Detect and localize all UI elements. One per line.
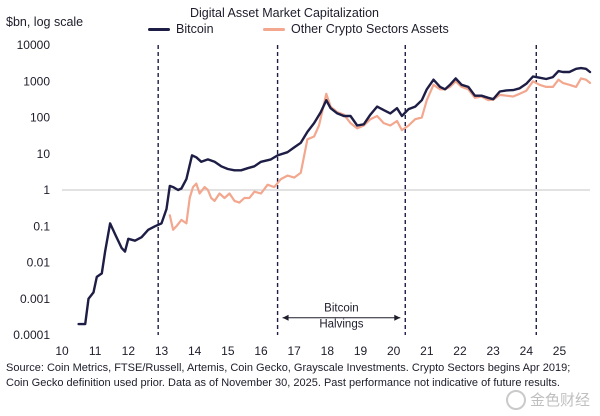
chart-title: Digital Asset Market Capitalization — [190, 6, 379, 20]
x-tick-label: 14 — [188, 344, 202, 358]
x-tick-label: 10 — [55, 344, 69, 358]
series-line-bitcoin — [77, 66, 592, 326]
watermark-text: 金色财经 — [529, 392, 590, 409]
y-tick-label: 0.0001 — [13, 328, 50, 342]
x-tick-label: 25 — [553, 344, 567, 358]
series-line-other-crypto — [168, 77, 592, 231]
legend-item-bitcoin: Bitcoin — [148, 22, 214, 36]
source-note: Source: Coin Metrics, FTSE/Russell, Arte… — [6, 362, 571, 389]
x-tick-label: 18 — [321, 344, 335, 358]
halving-arrow-head-left — [282, 314, 289, 321]
watermark: 金色财经 — [505, 389, 590, 410]
x-tick-label: 22 — [453, 344, 467, 358]
halving-annotation-label: Halvings — [319, 319, 363, 331]
x-tick-label: 23 — [486, 344, 500, 358]
x-tick-label: 11 — [89, 344, 102, 358]
y-tick-label: 10000 — [17, 38, 51, 52]
y-tick-label: 1000 — [23, 74, 50, 88]
y-tick-label: 1 — [43, 183, 50, 197]
x-tick-label: 15 — [221, 344, 235, 358]
y-tick-label: 0.1 — [33, 219, 50, 233]
legend-swatch-other-crypto — [263, 27, 285, 31]
x-tick-label: 21 — [420, 344, 434, 358]
x-tick-label: 17 — [287, 344, 301, 358]
x-tick-label: 13 — [155, 344, 169, 358]
watermark-logo-icon — [505, 389, 526, 410]
halving-annotation-label: Bitcoin — [324, 303, 359, 315]
y-tick-label: 0.01 — [27, 256, 51, 270]
halving-arrow-head-right — [394, 314, 401, 321]
y-axis-label: $bn, log scale — [6, 15, 84, 29]
x-tick-label: 24 — [520, 344, 534, 358]
legend-swatch-bitcoin — [148, 27, 170, 31]
x-tick-label: 12 — [122, 344, 136, 358]
legend-label-other-crypto: Other Crypto Sectors Assets — [291, 22, 449, 36]
y-tick-label: 100 — [30, 111, 50, 125]
legend-item-other-crypto: Other Crypto Sectors Assets — [263, 22, 449, 36]
y-tick-label: 10 — [37, 147, 51, 161]
x-tick-label: 20 — [387, 344, 401, 358]
y-tick-label: 0.001 — [20, 292, 50, 306]
x-tick-label: 16 — [254, 344, 268, 358]
x-tick-label: 19 — [354, 344, 368, 358]
legend-label-bitcoin: Bitcoin — [176, 22, 214, 36]
